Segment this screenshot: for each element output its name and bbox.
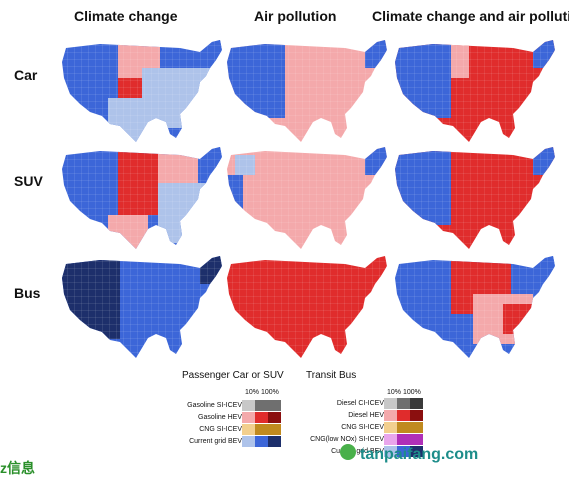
map-bus-climate [62, 256, 222, 358]
legend-bus-swatch [410, 410, 423, 421]
row-label-car: Car [14, 67, 38, 83]
map-car-combined [395, 40, 555, 142]
legend-bus-swatch [410, 422, 423, 433]
legend-bus-swatch [397, 398, 410, 409]
legend-bus-label: Diesel HEV [348, 412, 384, 419]
map-bus-combined [395, 256, 555, 358]
legend-passenger-swatch [242, 424, 255, 435]
legend-passenger-label: Gasoline SI-ICEV [187, 402, 242, 409]
legend-passenger-swatch [255, 436, 268, 447]
legend-bus-pct-100: 100% [403, 389, 421, 396]
legend-passenger-title: Passenger Car or SUV [182, 370, 284, 381]
map-car-air [227, 40, 387, 142]
corner-text: z信息 [0, 460, 35, 476]
legend-passenger-label: CNG SI-ICEV [199, 426, 242, 433]
watermark: tanpaifang.com [360, 446, 479, 463]
legend-passenger-label: Current grid BEV [189, 438, 242, 445]
legend-passenger-swatch [255, 412, 268, 423]
legend-bus-swatch [397, 410, 410, 421]
legend-bus-swatch [410, 434, 423, 445]
legend-bus-swatch [397, 434, 410, 445]
column-title-air: Air pollution [254, 8, 337, 24]
legend-bus-title: Transit Bus [306, 370, 357, 381]
legend-bus-pct-10: 10% [387, 389, 402, 396]
legend-bus-label: CNG(low NOx) SI-ICEV [310, 436, 384, 443]
legend-passenger-swatch [268, 424, 281, 435]
legend-bus-label: Current grid BEV [331, 448, 384, 455]
row-label-bus: Bus [14, 285, 41, 301]
legend-passenger-swatch [242, 436, 255, 447]
legend-bus-swatch [397, 446, 410, 457]
legend-bus-swatch [384, 446, 397, 457]
legend-bus-swatch [384, 398, 397, 409]
legend-passenger-swatch [242, 412, 255, 423]
legend-passenger-swatch [242, 400, 255, 411]
legend-passenger-swatch [268, 436, 281, 447]
legend-bus-label: CNG SI-ICEV [341, 424, 384, 431]
legend-bus-swatch [410, 446, 423, 457]
legend-passenger-swatch [268, 400, 281, 411]
legend-bus-swatch [397, 422, 410, 433]
legend-passenger-pct-10: 10% [245, 389, 260, 396]
map-suv-climate [62, 147, 222, 249]
legend-bus-swatch [384, 410, 397, 421]
map-bus-air [227, 256, 387, 358]
legend-bus-swatch [384, 422, 397, 433]
map-suv-combined [395, 147, 555, 249]
column-title-climate: Climate change [74, 8, 178, 24]
map-suv-air [227, 147, 387, 249]
column-title-combined: Climate change and air pollution [372, 8, 569, 24]
row-label-suv: SUV [14, 173, 43, 189]
legend-bus-swatch [410, 398, 423, 409]
legend-bus-swatch [384, 434, 397, 445]
legend-passenger-pct-100: 100% [261, 389, 279, 396]
map-car-climate [62, 40, 222, 142]
legend-passenger-label: Gasoline HEV [198, 414, 242, 421]
legend-bus-label: Diesel CI-ICEV [336, 400, 384, 407]
legend-passenger-swatch [268, 412, 281, 423]
watermark-leaf-icon [340, 444, 356, 460]
legend-passenger-swatch [255, 424, 268, 435]
legend-passenger-swatch [255, 400, 268, 411]
